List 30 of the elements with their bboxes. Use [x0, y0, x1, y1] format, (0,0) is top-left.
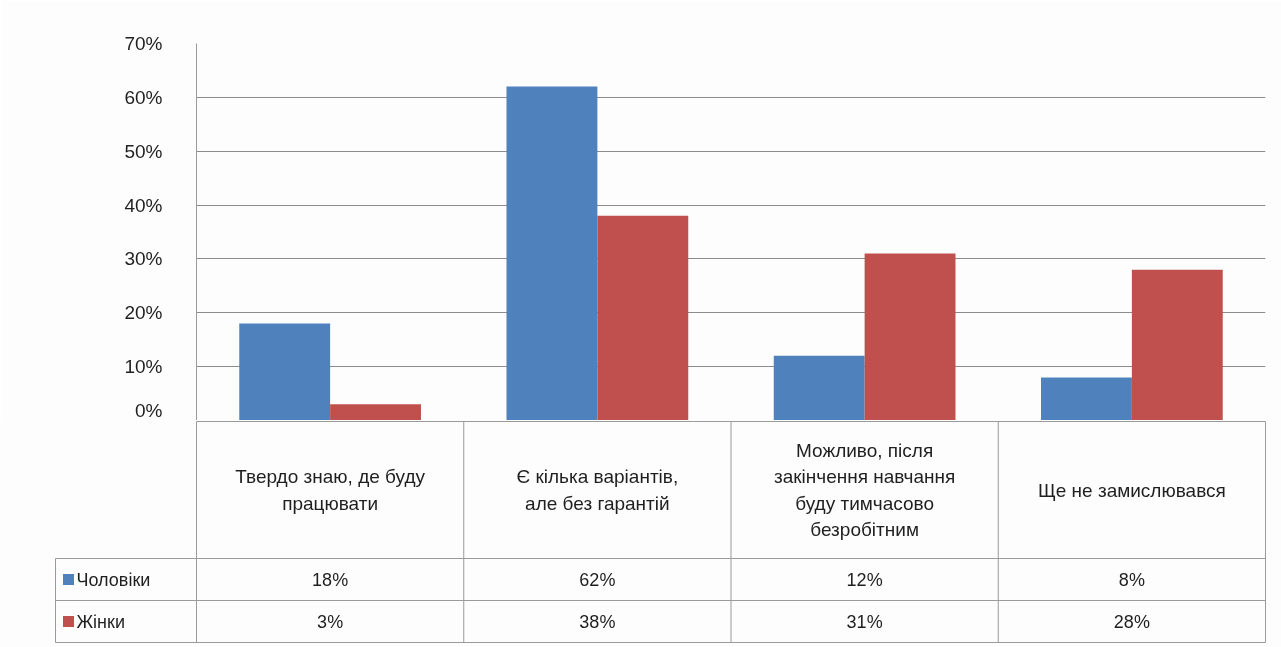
y-tick-label: 0%: [135, 399, 163, 421]
data-label: 12%: [846, 569, 883, 590]
data-label: 62%: [579, 569, 616, 590]
bar: [597, 215, 689, 420]
data-label: 18%: [312, 569, 349, 590]
bar: [330, 404, 421, 420]
data-label: 3%: [317, 611, 344, 632]
y-tick-label: 20%: [124, 302, 163, 324]
data-label: 31%: [846, 611, 883, 632]
y-tick-label: 50%: [124, 140, 163, 162]
legend-label: Чоловіки: [76, 569, 151, 590]
bar: [506, 86, 598, 420]
bar: [239, 323, 331, 420]
bar: [1041, 377, 1132, 420]
y-tick-label: 30%: [124, 248, 163, 270]
bar: [1131, 269, 1223, 420]
y-tick-label: 10%: [124, 356, 163, 378]
data-label: 28%: [1113, 611, 1150, 632]
legend-label: Жінки: [76, 611, 125, 632]
data-label: 38%: [579, 611, 616, 632]
x-tick-label: Твердо знаю, де буду працювати: [235, 466, 426, 514]
y-tick-label: 60%: [124, 86, 163, 108]
bar: [773, 355, 865, 420]
y-tick-label: 40%: [124, 194, 163, 216]
x-tick-label: Є кілька варіантів, але без гарантій: [516, 466, 679, 514]
y-tick-label: 70%: [124, 33, 163, 54]
x-tick-label: Можливо, після закінчення навчання буду тимчасово безробітним: [773, 440, 956, 540]
bar: [864, 253, 956, 420]
x-tick-label: Ще не замислювався: [1037, 479, 1226, 501]
data-label: 8%: [1118, 569, 1145, 590]
